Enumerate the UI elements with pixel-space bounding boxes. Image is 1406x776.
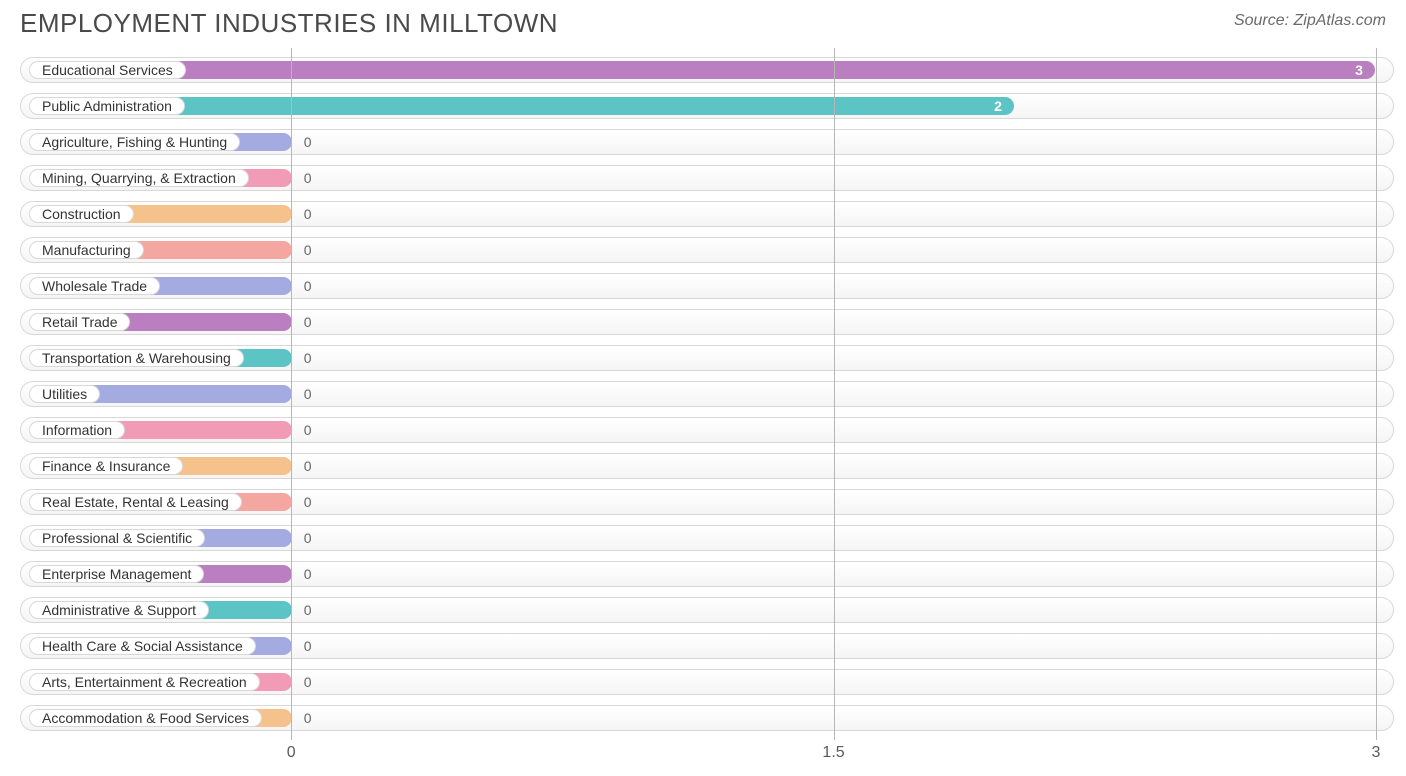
bar-value: 3 [1355, 58, 1375, 82]
chart-title: EMPLOYMENT INDUSTRIES IN MILLTOWN [20, 8, 558, 39]
chart-header: EMPLOYMENT INDUSTRIES IN MILLTOWN Source… [0, 0, 1406, 39]
bar-value: 0 [292, 238, 312, 262]
bar-row: Accommodation & Food Services 0 [20, 705, 1394, 731]
bar-value: 2 [994, 94, 1014, 118]
bar-label: Manufacturing [29, 241, 144, 259]
chart-plot-area: Educational Services 3 Public Administrati… [20, 48, 1394, 740]
bar-row: Mining, Quarrying, & Extraction 0 [20, 165, 1394, 191]
bar-row: Enterprise Management 0 [20, 561, 1394, 587]
bar-label: Construction [29, 205, 134, 223]
bar-label: Real Estate, Rental & Leasing [29, 493, 242, 511]
bar-value: 0 [292, 562, 312, 586]
bar-row: Manufacturing 0 [20, 237, 1394, 263]
bar-row: Finance & Insurance 0 [20, 453, 1394, 479]
bar-value: 0 [292, 418, 312, 442]
bar-value: 0 [292, 346, 312, 370]
bar-label: Finance & Insurance [29, 457, 183, 475]
bar-row: Health Care & Social Assistance 0 [20, 633, 1394, 659]
bar-row: Utilities 0 [20, 381, 1394, 407]
bar-value: 0 [292, 490, 312, 514]
bar-row: Information 0 [20, 417, 1394, 443]
bar-row: Retail Trade 0 [20, 309, 1394, 335]
gridline [834, 48, 835, 740]
bar-label: Information [29, 421, 125, 439]
bar-value: 0 [292, 382, 312, 406]
bar-label: Health Care & Social Assistance [29, 637, 256, 655]
bar-label: Accommodation & Food Services [29, 709, 262, 727]
bar-row: Transportation & Warehousing 0 [20, 345, 1394, 371]
source-prefix: Source: [1234, 12, 1294, 29]
gridline [1376, 48, 1377, 740]
bar-label: Public Administration [29, 97, 185, 115]
axis-tick-label: 1.5 [822, 744, 844, 762]
bar-row: Arts, Entertainment & Recreation 0 [20, 669, 1394, 695]
bar-value: 0 [292, 274, 312, 298]
bar-label: Utilities [29, 385, 100, 403]
bar-value: 0 [292, 634, 312, 658]
bar-row: Professional & Scientific 0 [20, 525, 1394, 551]
bar-label: Enterprise Management [29, 565, 204, 583]
bar-value: 0 [292, 598, 312, 622]
x-axis: 01.53 [20, 744, 1394, 766]
bar-label: Transportation & Warehousing [29, 349, 244, 367]
chart-rows: Educational Services 3 Public Administrati… [20, 48, 1394, 740]
bar-label: Professional & Scientific [29, 529, 205, 547]
bar-value: 0 [292, 454, 312, 478]
bar-row: Administrative & Support 0 [20, 597, 1394, 623]
bar-value: 0 [292, 166, 312, 190]
bar-label: Educational Services [29, 61, 186, 79]
source-name: ZipAtlas.com [1294, 12, 1386, 29]
bar-row: Real Estate, Rental & Leasing 0 [20, 489, 1394, 515]
chart-source: Source: ZipAtlas.com [1234, 8, 1386, 30]
bar-label: Wholesale Trade [29, 277, 160, 295]
bar-value: 0 [292, 706, 312, 730]
axis-tick-label: 3 [1371, 744, 1380, 762]
bar-row: Educational Services 3 [20, 57, 1394, 83]
bar-value: 0 [292, 310, 312, 334]
bar-label: Agriculture, Fishing & Hunting [29, 133, 240, 151]
bar-row: Agriculture, Fishing & Hunting 0 [20, 129, 1394, 155]
bar-value: 0 [292, 130, 312, 154]
bar-row: Wholesale Trade 0 [20, 273, 1394, 299]
bar-row: Public Administration 2 [20, 93, 1394, 119]
bar-value: 0 [292, 670, 312, 694]
bar-value: 0 [292, 526, 312, 550]
bar-label: Administrative & Support [29, 601, 209, 619]
bar-label: Arts, Entertainment & Recreation [29, 673, 260, 691]
bar-row: Construction 0 [20, 201, 1394, 227]
bar-label: Retail Trade [29, 313, 130, 331]
bar-label: Mining, Quarrying, & Extraction [29, 169, 249, 187]
axis-tick-label: 0 [287, 744, 296, 762]
bar-fill [32, 61, 1375, 79]
bar-value: 0 [292, 202, 312, 226]
